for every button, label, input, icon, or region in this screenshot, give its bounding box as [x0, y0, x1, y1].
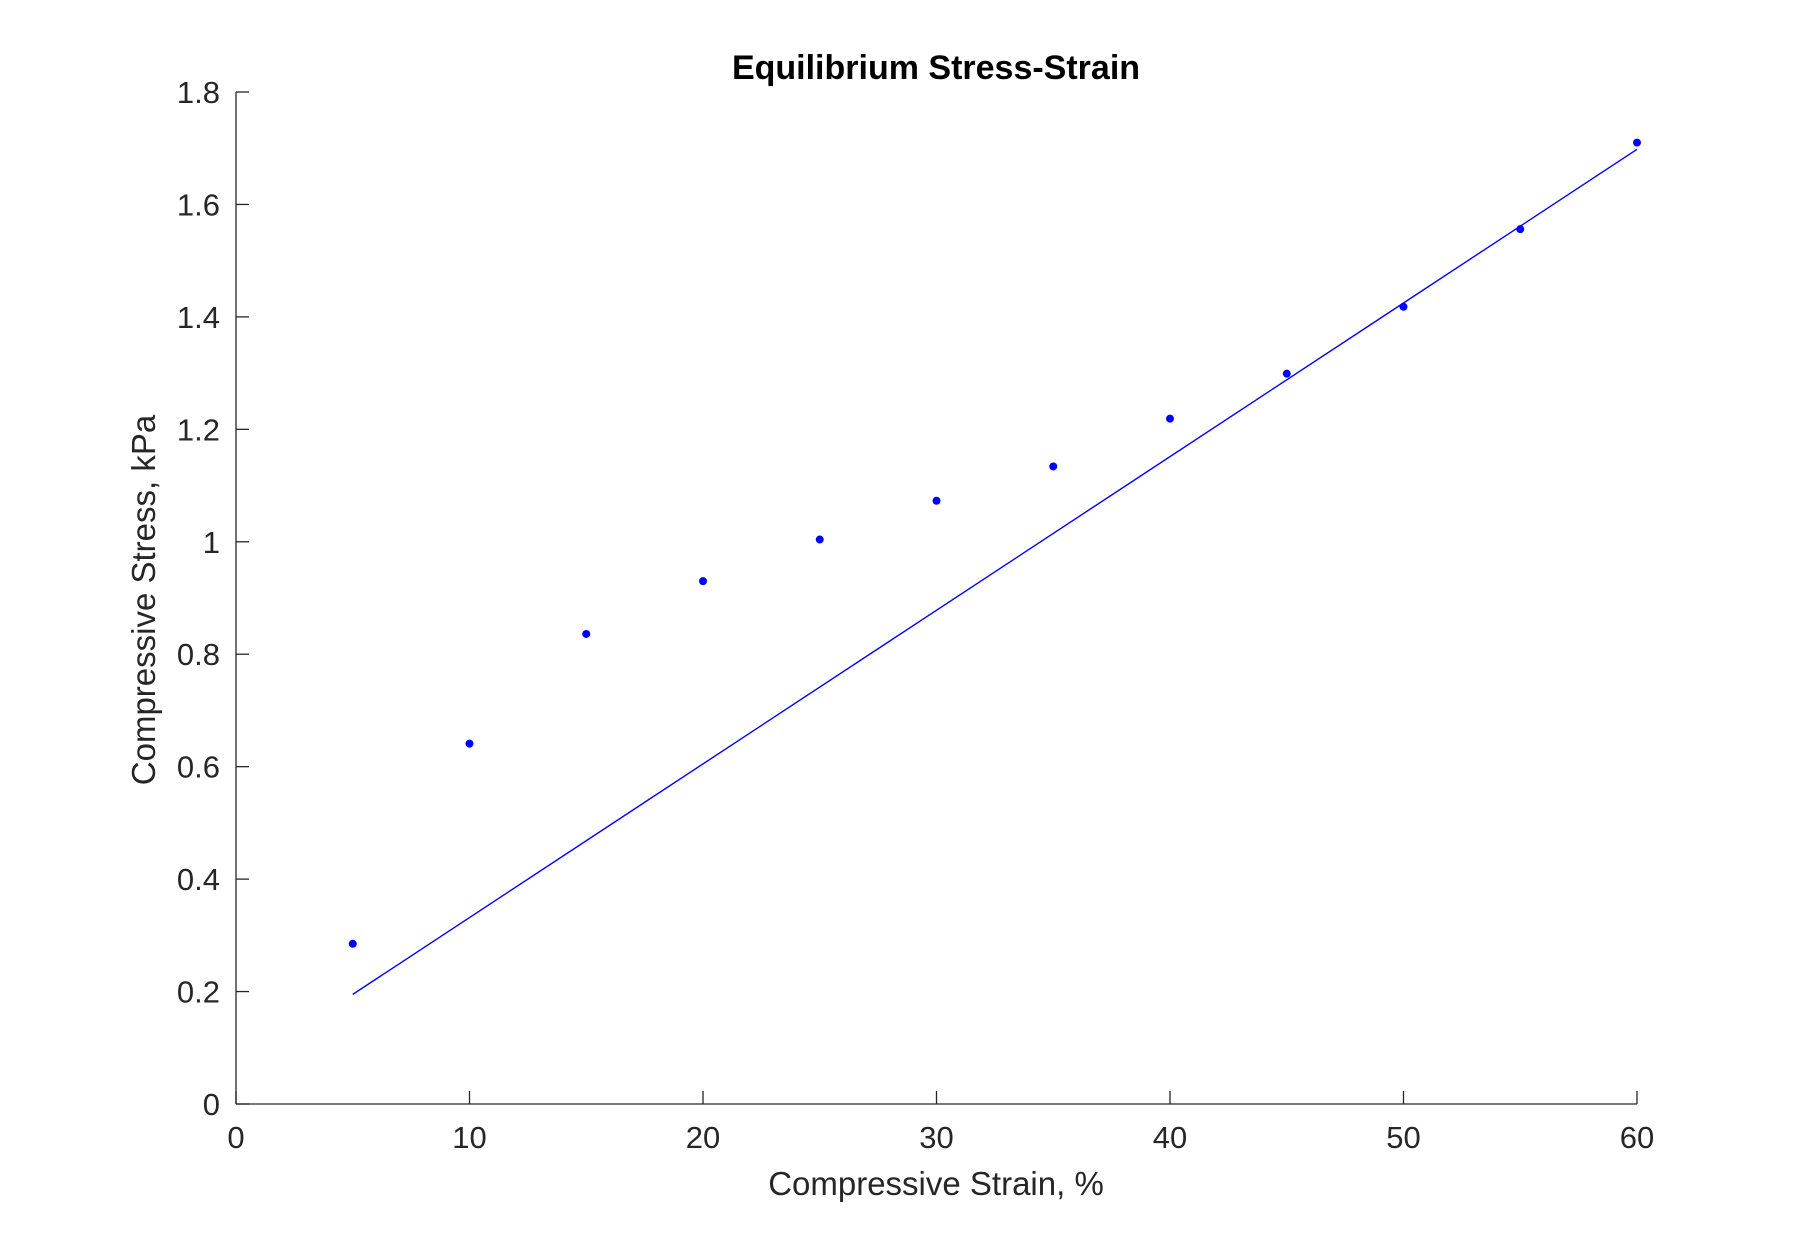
y-tick-label: 1.4 [177, 300, 220, 335]
data-point [582, 629, 591, 638]
y-tick-label: 1.6 [177, 187, 220, 222]
y-tick-label: 0.8 [177, 637, 220, 672]
x-tick-label: 50 [1386, 1120, 1420, 1155]
y-tick-label: 0 [203, 1087, 220, 1122]
y-tick-label: 0.4 [177, 862, 220, 897]
data-point [815, 535, 824, 544]
data-point [699, 577, 707, 586]
data-point [1282, 369, 1291, 378]
data-point [348, 939, 357, 948]
data-point [932, 496, 941, 505]
y-axis-label: Compressive Stress, kPa [125, 414, 162, 785]
data-point [1049, 462, 1058, 471]
chart-title: Equilibrium Stress-Strain [732, 49, 1140, 87]
data-point [465, 739, 474, 748]
fit-line [352, 148, 1638, 995]
data-point [1399, 302, 1408, 311]
x-tick-label: 60 [1620, 1120, 1654, 1155]
y-tick-label: 1.2 [177, 412, 220, 447]
x-axis-label: Compressive Strain, % [768, 1165, 1104, 1202]
x-tick-label: 20 [686, 1120, 720, 1155]
y-tick-label: 1.8 [177, 75, 220, 110]
data-point [1166, 414, 1174, 423]
y-tick-label: 1 [203, 525, 220, 560]
x-tick-label: 10 [452, 1120, 486, 1155]
data-point [1633, 138, 1641, 147]
y-tick-label: 0.6 [177, 750, 220, 785]
x-tick-label: 30 [919, 1120, 953, 1155]
x-tick-label: 0 [227, 1120, 244, 1155]
x-tick-label: 40 [1153, 1120, 1187, 1155]
y-tick-label: 0.2 [177, 975, 220, 1010]
